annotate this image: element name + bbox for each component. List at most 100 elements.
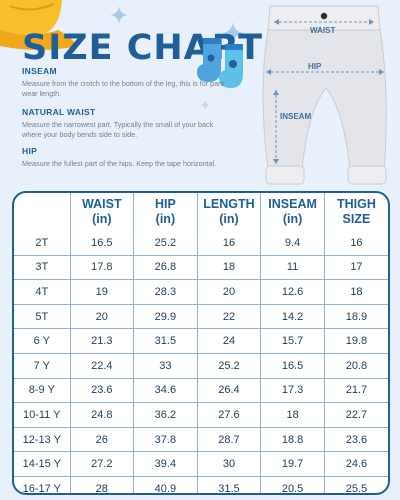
size-table: WAIST (in) HIP (in) LENGTH (in) INSEAM (in) THIG… (12, 191, 390, 495)
table-row: 2T 16.5 25.2 16 9.4 16 (14, 231, 388, 256)
table-body: 2T 16.5 25.2 16 9.4 16 3T 17.8 26.8 18 11 17 4T 19 28.… (14, 231, 388, 495)
waist-label: WAIST (310, 26, 336, 35)
column-header-line1: HIP (154, 197, 176, 211)
size-cell: 7 Y (14, 353, 71, 379)
cap-icon (0, 0, 78, 50)
size-cell: 10-11 Y (14, 402, 71, 428)
definition-heading: INSEAM (22, 66, 57, 76)
table-cell: 28.3 (133, 279, 198, 305)
table-cell: 18.8 (260, 427, 325, 453)
table-row: 12-13 Y 26 37.8 28.7 18.8 23.6 (14, 427, 388, 453)
table-cell: 9.4 (260, 231, 325, 256)
sparkle-icon (200, 100, 210, 110)
table-row: 8-9 Y 23.6 34.6 26.4 17.3 21.7 (14, 378, 388, 404)
table-cell: 36.2 (133, 402, 198, 428)
table-cell: 19.8 (324, 328, 388, 354)
table-cell: 31.5 (197, 476, 262, 493)
table-cell: 39.4 (133, 451, 198, 477)
table-cell: 25.5 (345, 482, 368, 495)
column-header-line1: WAIST (82, 197, 122, 211)
table-cell: 15.7 (260, 328, 325, 354)
table-cell: 17.8 (70, 255, 135, 281)
inseam-label: INSEAM (280, 112, 312, 121)
definition-text: Measure the fullest part of the hips. Ke… (22, 159, 217, 168)
table-cell: 16.5 (70, 231, 135, 256)
table-cell: 29.9 (133, 304, 198, 330)
column-header: HIP (in) (133, 193, 198, 231)
column-header-size (14, 193, 71, 231)
table-row: 16-17 Y 28 40.9 31.5 20.5 25.5 (14, 476, 388, 495)
table-cell: 24 (197, 328, 262, 354)
table-cell: 16.5 (260, 353, 325, 379)
table-cell: 18 (260, 402, 325, 428)
table-cell: 12.6 (260, 279, 325, 305)
table-cell: 24.6 (324, 451, 388, 477)
table-cell: 27.6 (197, 402, 262, 428)
table-cell: 23.6 (324, 427, 388, 453)
table-cell: 20.5 (260, 476, 325, 493)
page-title: SIZE CHART (22, 28, 264, 68)
table-cell: 31.5 (133, 328, 198, 354)
table-row: 14-15 Y 27.2 39.4 30 19.7 24.6 (14, 451, 388, 477)
table-cell: 21.7 (324, 378, 388, 404)
definition-heading: NATURAL WAIST (22, 107, 96, 117)
table-cell: 17 (324, 255, 388, 281)
table-row: 5T 20 29.9 22 14.2 18.9 (14, 304, 388, 330)
table-cell: 26 (70, 427, 135, 453)
definition-heading: HIP (22, 146, 38, 156)
table-cell: 20.8 (324, 353, 388, 379)
table-cell: 33 (133, 353, 198, 379)
table-cell: 37.8 (133, 427, 198, 453)
socks-icon (197, 38, 243, 88)
definition-text: Measure the narrowest part. Typically th… (22, 120, 214, 139)
table-cell: 22.7 (324, 402, 388, 428)
size-cell: 14-15 Y (14, 451, 71, 477)
table-cell: 24.8 (70, 402, 135, 428)
table-cell: 21.3 (70, 328, 135, 354)
pants-illustration: WAIST HIP INSEAM (250, 0, 400, 192)
table-cell: 25.2 (197, 353, 262, 379)
table-cell: 20 (70, 304, 135, 330)
table-cell: 22 (197, 304, 262, 330)
definition-natural-waist: NATURAL WAIST Measure the narrowest part… (22, 107, 227, 140)
table-cell: 20 (197, 279, 262, 305)
size-cell: 4T (14, 279, 71, 305)
table-row: 10-11 Y 24.8 36.2 27.6 18 22.7 (14, 402, 388, 428)
column-header-line1: INSEAM (268, 197, 317, 211)
table-cell: 17.3 (260, 378, 325, 404)
table-row: 6 Y 21.3 31.5 24 15.7 19.8 (14, 328, 388, 354)
definition-hip: HIP Measure the fullest part of the hips… (22, 146, 227, 169)
definition-text: Measure from the crotch to the bottom of… (22, 79, 225, 98)
column-header-line2: SIZE (342, 212, 371, 226)
table-cell: 40.9 (133, 476, 198, 493)
table-cell: 27.2 (70, 451, 135, 477)
table-row: 4T 19 28.3 20 12.6 18 (14, 279, 388, 305)
table-cell: 30 (197, 451, 262, 477)
table-cell: 26.4 (197, 378, 262, 404)
table-cell: 26.8 (133, 255, 198, 281)
table-cell: 16 (324, 231, 388, 256)
size-cell: 6 Y (14, 328, 71, 354)
definition-inseam: INSEAM Measure from the crotch to the bo… (22, 66, 227, 99)
table-cell: 25.2 (133, 231, 198, 256)
column-header: INSEAM (in) (260, 193, 325, 231)
table-cell: 28.7 (197, 427, 262, 453)
size-cell: 16-17 Y (14, 476, 71, 493)
size-cell: 2T (14, 231, 71, 256)
size-table-grid: WAIST (in) HIP (in) LENGTH (in) INSEAM (in) THIG… (14, 193, 388, 495)
column-header-line2: (in) (155, 212, 176, 226)
table-cell: 23.6 (70, 378, 135, 404)
table-cell: 19 (70, 279, 135, 305)
column-header: LENGTH (in) (197, 193, 262, 231)
table-cell: 14.2 (260, 304, 325, 330)
table-cell: 11 (260, 255, 325, 281)
table-cell: 22.4 (70, 353, 135, 379)
sparkle-icon (222, 22, 244, 44)
sparkle-icon (110, 6, 128, 24)
table-cell: 18 (197, 255, 262, 281)
table-cell: 28 (70, 476, 135, 493)
column-header-line1: THIGH (336, 197, 376, 211)
pants-drawing (262, 5, 387, 185)
hip-label: HIP (308, 62, 322, 71)
